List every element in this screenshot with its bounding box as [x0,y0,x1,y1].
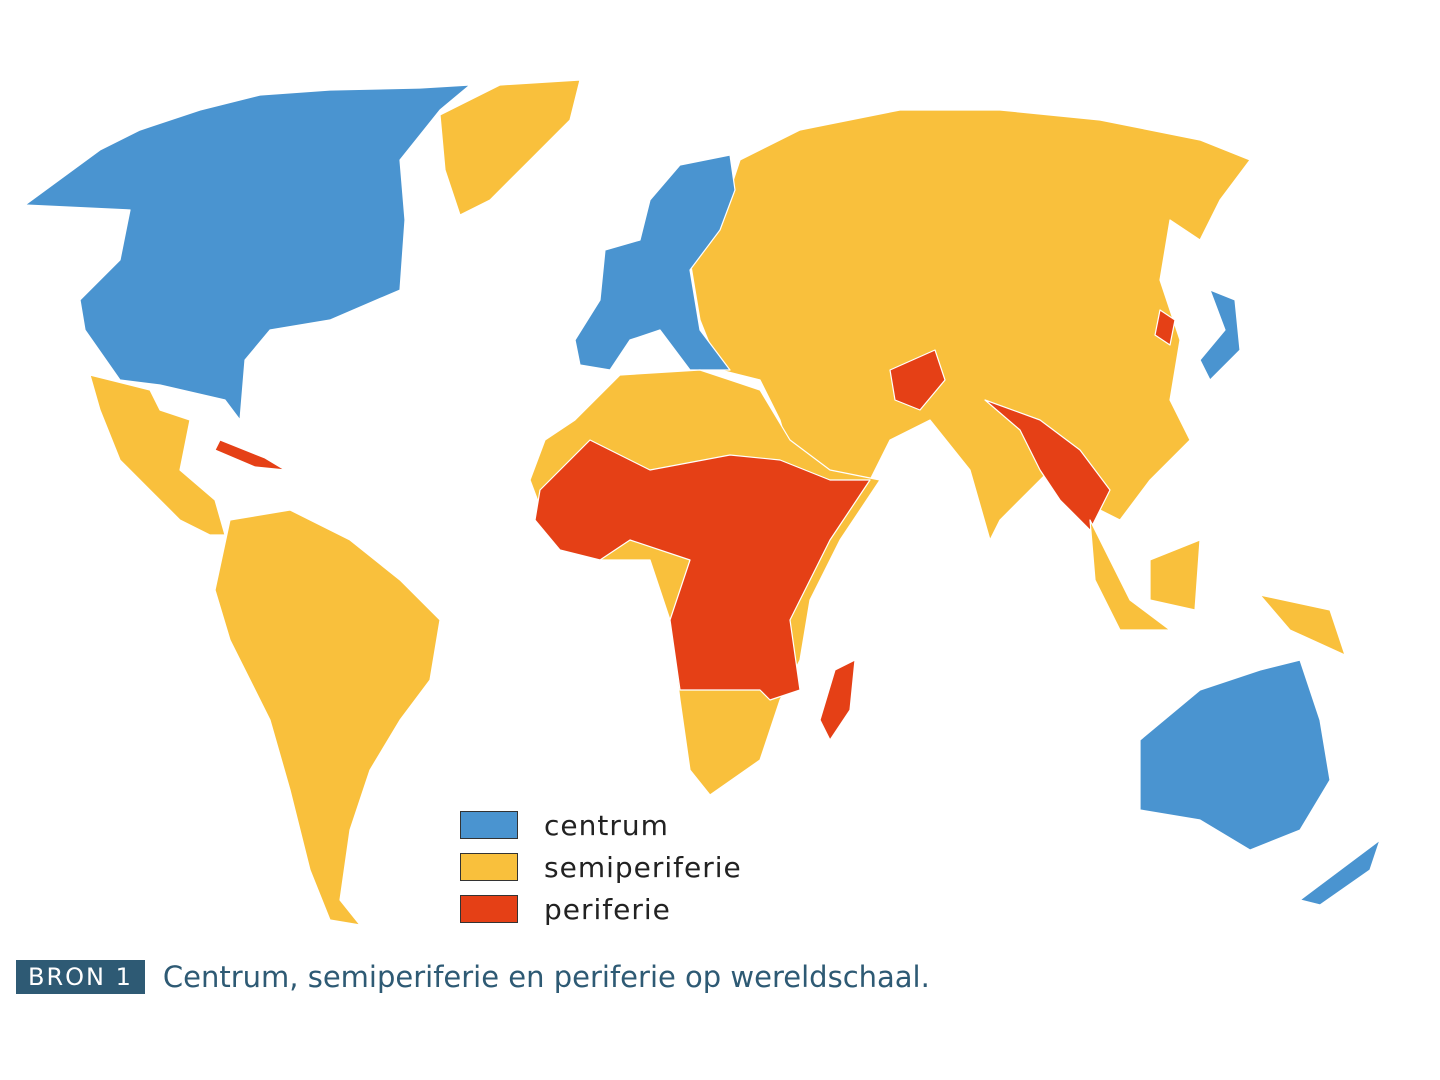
region-japan [1199,289,1241,381]
legend-swatch [460,895,518,923]
region-australia [1139,659,1331,851]
legend-item-semiperiferie: semiperiferie [460,846,742,888]
source-label: BRON 1 [16,960,145,994]
region-africa-periphery [534,439,871,701]
region-madagascar [819,659,856,741]
region-afghanistan [889,349,946,411]
legend-item-periferie: periferie [460,888,742,930]
region-north-america [24,84,471,421]
region-central-america [89,374,226,536]
region-europe [574,154,736,371]
figure-caption: BRON 1 Centrum, semiperiferie en perifer… [16,960,930,994]
legend-label: periferie [544,892,671,926]
region-new-guinea [1259,594,1346,656]
caption-text: Centrum, semiperiferie en periferie op w… [162,960,930,994]
legend-swatch [460,853,518,881]
region-indonesia-west [1089,519,1171,631]
region-north-korea [1154,309,1176,346]
legend-swatch [460,811,518,839]
region-greenland [439,79,581,216]
region-new-zealand [1299,839,1381,906]
legend-label: semiperiferie [544,850,742,884]
region-cuba-haiti [214,439,286,471]
legend-label: centrum [544,808,669,842]
region-south-america [214,509,441,926]
region-borneo [1149,539,1201,611]
legend-item-centrum: centrum [460,804,742,846]
legend: centrum semiperiferie periferie [460,804,742,930]
region-southeast-asia [984,399,1111,531]
